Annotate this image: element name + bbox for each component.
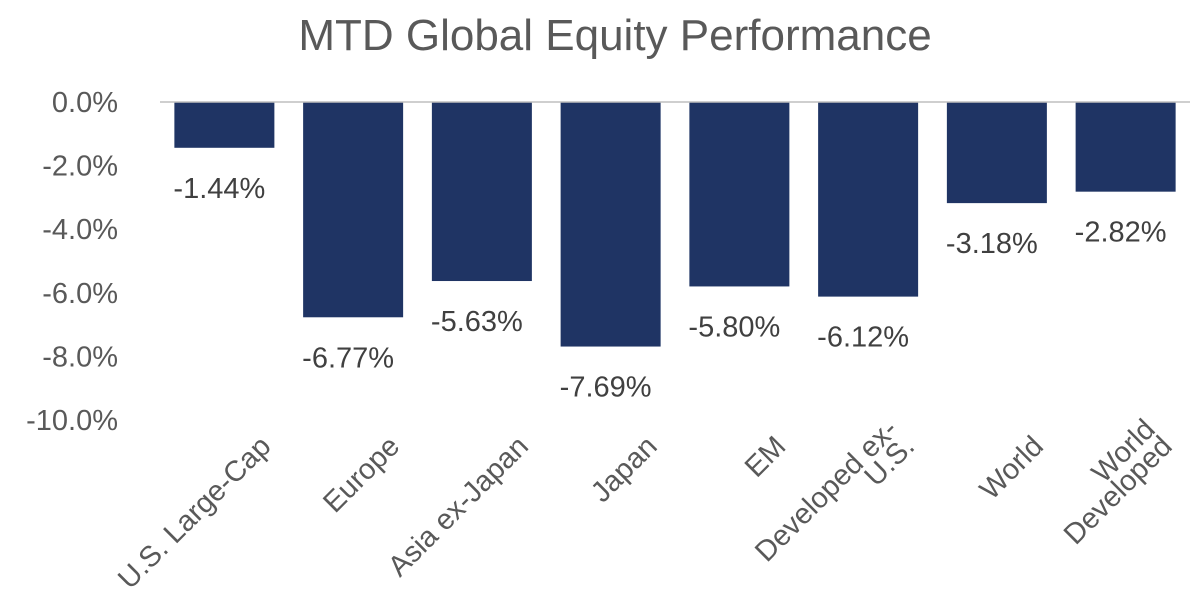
chart-title: MTD Global Equity Performance xyxy=(298,11,931,60)
y-tick-label: -10.0% xyxy=(26,405,118,437)
y-tick-label: -2.0% xyxy=(42,151,118,183)
bar xyxy=(1075,102,1176,192)
x-tick-label: EM xyxy=(739,430,792,483)
x-tick-label: Japan xyxy=(585,430,663,508)
bar xyxy=(946,102,1047,204)
bars xyxy=(174,102,1176,347)
y-tick-label: -8.0% xyxy=(42,341,118,373)
data-label: -6.77% xyxy=(302,342,394,374)
bar xyxy=(431,102,532,282)
x-tick-label: U.S. Large-Cap xyxy=(112,430,277,595)
data-label: -5.80% xyxy=(688,311,780,343)
bar xyxy=(303,102,404,318)
y-tick-label: -4.0% xyxy=(42,214,118,246)
y-tick-label: -6.0% xyxy=(42,278,118,310)
bar xyxy=(689,102,790,287)
x-tick-label-line: Japan xyxy=(585,430,663,508)
x-tick-label: World xyxy=(974,430,1050,506)
x-tick-label: Europe xyxy=(317,430,406,519)
data-labels: -1.44% -6.77% -5.63% -7.69% -5.80% -6.12% -3.1… xyxy=(173,173,1166,404)
data-label: -7.69% xyxy=(560,372,652,404)
y-axis: 0.0% -2.0% -4.0% -6.0% -8.0% -10.0% xyxy=(26,87,118,437)
y-tick-label: 0.0% xyxy=(52,87,118,119)
x-tick-label-line: World xyxy=(974,430,1050,506)
x-tick-label-line: U.S. Large-Cap xyxy=(112,430,277,595)
bar xyxy=(818,102,919,297)
data-label: -1.44% xyxy=(173,173,265,205)
bar xyxy=(560,102,661,347)
x-tick-label: WorldDeveloped xyxy=(1041,413,1179,551)
bar xyxy=(174,102,275,148)
data-label: -6.12% xyxy=(817,322,909,354)
x-tick-label-line: EM xyxy=(739,430,792,483)
data-label: -3.18% xyxy=(946,228,1038,260)
x-tick-label-line: Europe xyxy=(317,430,406,519)
data-label: -2.82% xyxy=(1075,217,1167,249)
data-label: -5.63% xyxy=(431,306,523,338)
